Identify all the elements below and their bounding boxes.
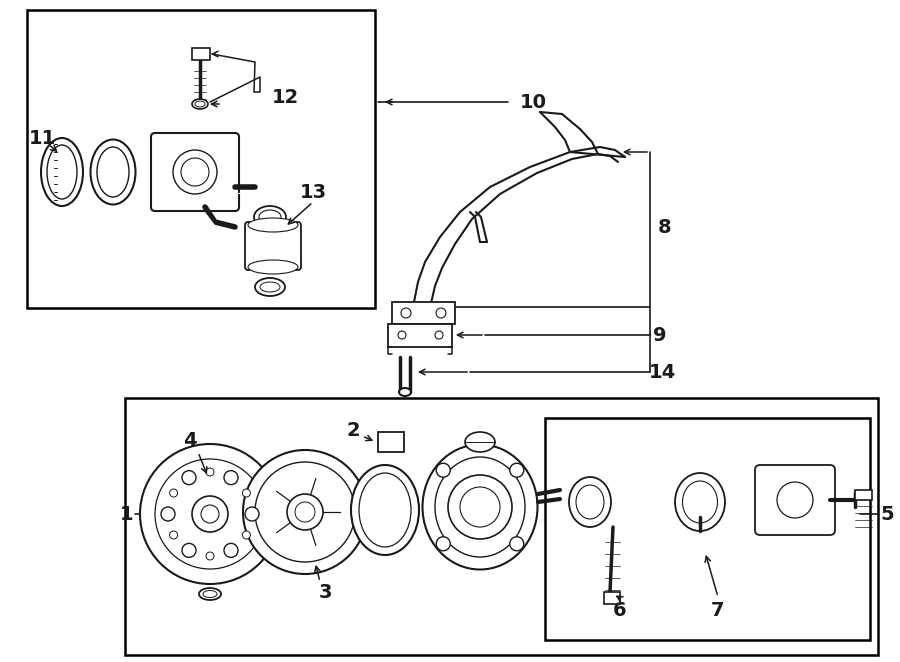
Circle shape bbox=[173, 150, 217, 194]
Bar bbox=[378, 432, 404, 452]
Text: 5: 5 bbox=[880, 504, 894, 524]
Ellipse shape bbox=[248, 218, 298, 232]
Ellipse shape bbox=[248, 260, 298, 274]
Bar bbox=[192, 48, 210, 60]
Ellipse shape bbox=[576, 485, 604, 519]
Bar bbox=[545, 418, 870, 640]
Circle shape bbox=[192, 496, 228, 532]
Ellipse shape bbox=[260, 282, 280, 292]
Circle shape bbox=[436, 463, 450, 477]
Ellipse shape bbox=[192, 99, 208, 109]
Circle shape bbox=[460, 487, 500, 527]
Text: 14: 14 bbox=[648, 363, 676, 381]
Circle shape bbox=[169, 489, 177, 497]
Bar bbox=[855, 490, 872, 500]
Circle shape bbox=[436, 537, 450, 551]
Ellipse shape bbox=[435, 457, 525, 557]
Bar bbox=[388, 324, 452, 347]
Circle shape bbox=[255, 462, 355, 562]
Text: 3: 3 bbox=[319, 583, 332, 602]
Text: 8: 8 bbox=[658, 218, 671, 236]
Circle shape bbox=[224, 544, 238, 557]
Circle shape bbox=[140, 444, 280, 584]
Text: 1: 1 bbox=[120, 504, 133, 524]
Ellipse shape bbox=[195, 101, 205, 107]
Ellipse shape bbox=[675, 473, 725, 531]
Circle shape bbox=[287, 494, 323, 530]
Circle shape bbox=[181, 158, 209, 186]
Circle shape bbox=[245, 507, 259, 521]
Ellipse shape bbox=[41, 138, 83, 206]
FancyBboxPatch shape bbox=[245, 222, 301, 270]
Circle shape bbox=[206, 552, 214, 560]
Circle shape bbox=[155, 459, 265, 569]
Ellipse shape bbox=[422, 444, 537, 569]
Bar bbox=[125, 398, 878, 655]
Circle shape bbox=[448, 475, 512, 539]
Circle shape bbox=[201, 505, 219, 523]
Ellipse shape bbox=[255, 278, 285, 296]
Bar bbox=[27, 10, 375, 308]
Ellipse shape bbox=[359, 473, 411, 547]
Ellipse shape bbox=[259, 210, 281, 224]
Circle shape bbox=[777, 482, 813, 518]
Circle shape bbox=[295, 502, 315, 522]
Circle shape bbox=[182, 471, 196, 485]
Text: 2: 2 bbox=[346, 420, 360, 440]
Text: 7: 7 bbox=[711, 600, 724, 620]
Ellipse shape bbox=[351, 465, 419, 555]
Ellipse shape bbox=[569, 477, 611, 527]
Circle shape bbox=[509, 463, 524, 477]
Text: 10: 10 bbox=[520, 93, 547, 111]
FancyBboxPatch shape bbox=[755, 465, 835, 535]
FancyBboxPatch shape bbox=[151, 133, 239, 211]
Text: 4: 4 bbox=[184, 430, 197, 449]
Circle shape bbox=[435, 331, 443, 339]
Circle shape bbox=[169, 531, 177, 539]
Ellipse shape bbox=[465, 432, 495, 452]
Circle shape bbox=[206, 468, 214, 476]
Circle shape bbox=[243, 450, 367, 574]
Ellipse shape bbox=[254, 206, 286, 228]
Bar bbox=[392, 302, 455, 324]
Circle shape bbox=[224, 471, 238, 485]
Text: 12: 12 bbox=[272, 87, 299, 107]
Circle shape bbox=[436, 308, 446, 318]
Text: 13: 13 bbox=[300, 183, 327, 201]
Circle shape bbox=[242, 489, 250, 497]
Ellipse shape bbox=[91, 140, 136, 205]
Ellipse shape bbox=[199, 588, 221, 600]
Ellipse shape bbox=[97, 147, 129, 197]
Ellipse shape bbox=[47, 145, 77, 199]
Text: 9: 9 bbox=[653, 326, 667, 344]
Ellipse shape bbox=[203, 591, 217, 598]
Circle shape bbox=[242, 531, 250, 539]
Ellipse shape bbox=[399, 388, 411, 396]
Circle shape bbox=[398, 331, 406, 339]
Circle shape bbox=[182, 544, 196, 557]
Circle shape bbox=[509, 537, 524, 551]
Text: 6: 6 bbox=[613, 600, 626, 620]
Circle shape bbox=[401, 308, 411, 318]
Ellipse shape bbox=[682, 481, 717, 523]
Text: 11: 11 bbox=[29, 128, 56, 148]
Bar bbox=[604, 592, 620, 604]
Circle shape bbox=[161, 507, 175, 521]
